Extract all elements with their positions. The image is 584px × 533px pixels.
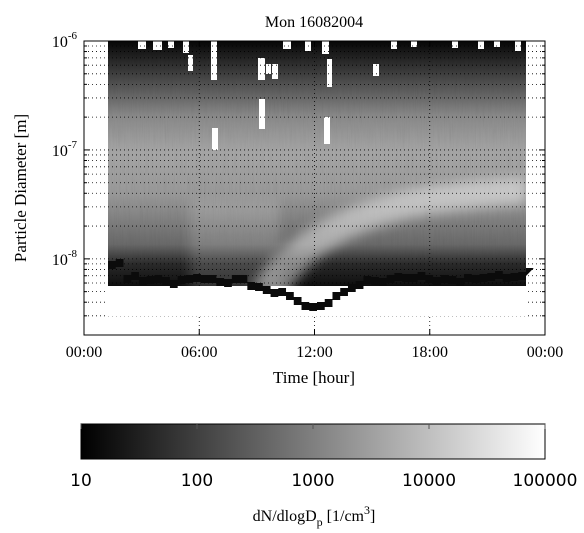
- colorbar-tick-label: 100000: [513, 471, 578, 491]
- colorbar: [80, 423, 546, 460]
- y-tick-base: 10: [52, 252, 68, 269]
- y-axis-label: Particle Diameter [m]: [11, 114, 30, 262]
- missing-data-cell: [266, 64, 271, 74]
- missing-data-cell: [188, 55, 193, 71]
- missing-data-cell: [211, 41, 217, 80]
- x-tick-label: 00:00: [527, 344, 563, 361]
- y-tick-base: 10: [52, 34, 68, 51]
- missing-data-cell: [327, 59, 332, 87]
- x-axis-label: Time [hour]: [273, 368, 355, 387]
- missing-data-cell: [283, 41, 291, 49]
- missing-data-cell: [324, 117, 330, 144]
- colorbar-label-unit-close: ]: [370, 508, 375, 525]
- colorbar-tick-label: 10: [70, 471, 92, 491]
- missing-data-cell: [258, 58, 265, 80]
- x-tick-label: 06:00: [181, 344, 217, 361]
- missing-data-cell: [515, 41, 521, 51]
- y-tick-base: 10: [52, 143, 68, 160]
- y-tick-label: 10-7: [52, 139, 78, 160]
- missing-data-cell: [168, 41, 174, 48]
- missing-data-cell: [183, 41, 189, 53]
- missing-data-cell: [322, 41, 329, 54]
- y-tick-exp: -7: [68, 139, 78, 151]
- colorbar-label-sub: p: [317, 515, 323, 529]
- colorbar-label-main: dN/dlogD: [253, 508, 317, 525]
- colorbar-label-unit: [1/cm: [323, 508, 365, 525]
- missing-data-cell: [411, 41, 417, 47]
- y-tick-label: 10-6: [52, 30, 78, 51]
- missing-data-cell: [138, 41, 146, 49]
- missing-data-cell: [153, 41, 162, 50]
- x-tick-label: 12:00: [296, 344, 332, 361]
- missing-data-cell: [478, 41, 484, 49]
- x-tick-label: 18:00: [412, 344, 448, 361]
- heatmap-surface: [84, 41, 545, 335]
- missing-data-cell: [272, 64, 278, 79]
- missing-data-cell: [212, 128, 218, 150]
- y-tick-exp: -8: [68, 248, 78, 260]
- missing-data-cell: [452, 41, 458, 48]
- missing-data-cell: [259, 99, 265, 129]
- colorbar-label-unit-exp: 3: [364, 503, 370, 517]
- colorbar-tick-label: 100: [181, 471, 213, 491]
- colorbar-tick-label: 10000: [402, 471, 456, 491]
- chart-title: Mon 16082004: [265, 14, 363, 31]
- y-tick-exp: -6: [68, 30, 78, 42]
- missing-data-cell: [391, 41, 397, 49]
- missing-data-cell: [373, 64, 379, 76]
- colorbar-label: dN/dlogDp [1/cm3]: [253, 503, 376, 529]
- y-tick-label: 10-8: [52, 248, 78, 269]
- x-tick-label: 00:00: [66, 344, 102, 361]
- missing-data-cell: [494, 41, 500, 47]
- colorbar-tick-label: 1000: [291, 471, 334, 491]
